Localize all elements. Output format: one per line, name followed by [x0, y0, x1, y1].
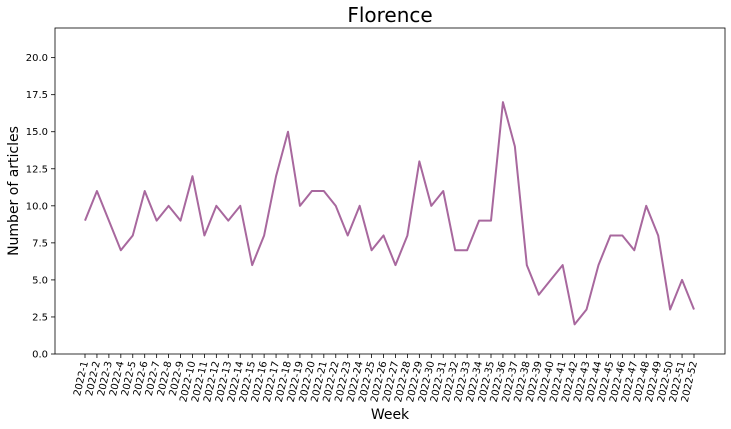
y-tick-label: 17.5 — [26, 90, 48, 101]
data-point — [191, 175, 193, 177]
data-point — [347, 234, 349, 236]
data-point — [383, 234, 385, 236]
data-point — [275, 175, 277, 177]
y-tick-label: 7.5 — [32, 238, 48, 249]
y-axis-label: Number of articles — [6, 126, 22, 256]
data-point — [335, 205, 337, 207]
data-point — [586, 309, 588, 311]
data-point — [430, 205, 432, 207]
data-point — [251, 264, 253, 266]
data-point — [84, 220, 86, 222]
data-point — [311, 190, 313, 192]
data-point — [406, 234, 408, 236]
data-point — [263, 234, 265, 236]
data-point — [574, 323, 576, 325]
data-point — [120, 249, 122, 251]
data-point — [526, 264, 528, 266]
data-point — [96, 190, 98, 192]
data-point — [502, 101, 504, 103]
y-tick-label: 5.0 — [32, 275, 48, 286]
data-point — [287, 131, 289, 133]
data-point — [299, 205, 301, 207]
data-point — [550, 279, 552, 281]
y-tick-label: 10.0 — [26, 201, 48, 212]
data-point — [394, 264, 396, 266]
data-point — [144, 190, 146, 192]
data-point — [669, 309, 671, 311]
data-point — [466, 249, 468, 251]
data-point — [478, 220, 480, 222]
data-point — [633, 249, 635, 251]
y-tick-label: 20.0 — [26, 53, 48, 64]
data-point — [657, 234, 659, 236]
data-point — [645, 205, 647, 207]
data-point — [597, 264, 599, 266]
chart-title: Florence — [347, 3, 432, 27]
series-line — [84, 101, 695, 326]
y-tick-label: 15.0 — [26, 127, 48, 138]
data-point — [681, 279, 683, 281]
data-point — [490, 220, 492, 222]
data-point — [215, 205, 217, 207]
data-point — [442, 190, 444, 192]
data-point — [418, 160, 420, 162]
data-point — [203, 234, 205, 236]
data-point — [562, 264, 564, 266]
data-point — [514, 146, 516, 148]
data-point — [323, 190, 325, 192]
data-point — [609, 234, 611, 236]
data-point — [621, 234, 623, 236]
data-point — [359, 205, 361, 207]
plot-frame — [54, 27, 726, 355]
data-point — [371, 249, 373, 251]
data-point — [538, 294, 540, 296]
data-point — [180, 220, 182, 222]
data-point — [227, 220, 229, 222]
data-point — [693, 309, 695, 311]
x-axis-label: Week — [371, 407, 410, 423]
y-tick-label: 0.0 — [32, 350, 48, 361]
y-tick-label: 2.5 — [32, 312, 48, 323]
data-point — [239, 205, 241, 207]
data-point — [108, 220, 110, 222]
data-point — [454, 249, 456, 251]
data-point — [168, 205, 170, 207]
y-tick-label: 12.5 — [26, 164, 48, 175]
data-point — [156, 220, 158, 222]
plot-area: 0.02.55.07.510.012.515.017.520.02022-120… — [26, 27, 726, 403]
data-point — [132, 234, 134, 236]
